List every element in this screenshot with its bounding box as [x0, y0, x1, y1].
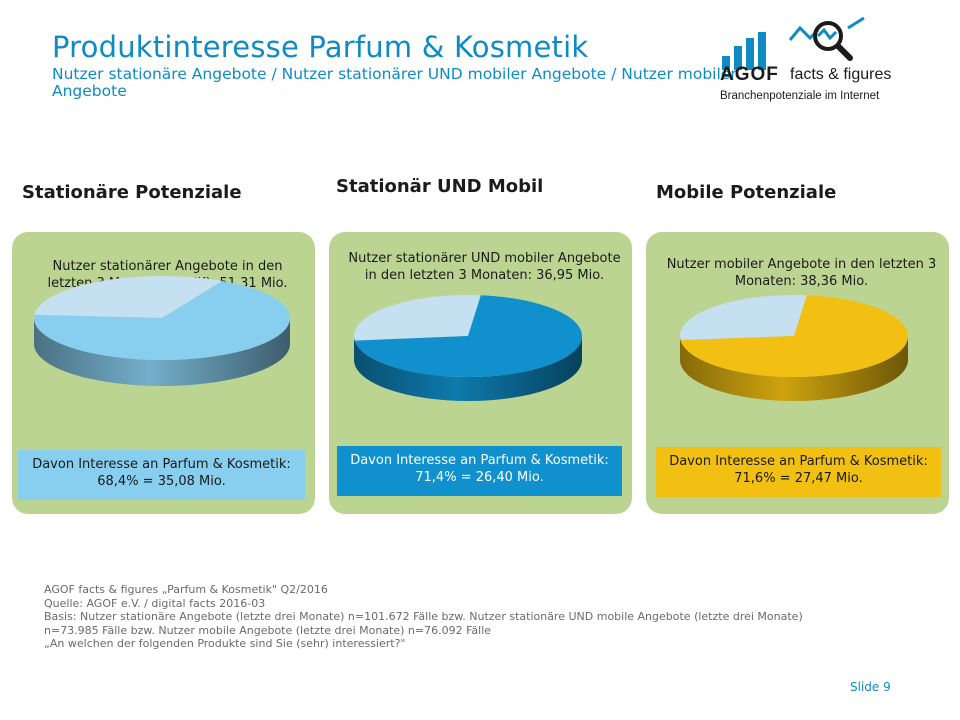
logo-tagline: facts & figures — [790, 66, 892, 83]
pie-3-side — [680, 336, 908, 401]
pie-1-side — [34, 318, 290, 386]
chart-3-description: Nutzer mobiler Angebote in den letzten 3… — [666, 257, 937, 289]
chart-1-heading: Stationäre Potenziale — [22, 182, 242, 203]
chart-2-callout-text: Davon Interesse an Parfum & Kosmetik: 71… — [350, 453, 609, 485]
page-title: Produktinteresse Parfum & Kosmetik — [52, 30, 589, 64]
chart-2-callout: Davon Interesse an Parfum & Kosmetik: 71… — [337, 446, 622, 496]
chart-3-callout: Davon Interesse an Parfum & Kosmetik: 71… — [656, 447, 941, 497]
chart-3-heading: Mobile Potenziale — [656, 182, 837, 203]
logo-subline: Branchenpotenziale im Internet — [720, 90, 880, 102]
logo-brand: AGOF — [720, 64, 779, 85]
agof-logo-graphic — [722, 16, 865, 70]
chart-1-callout: Davon Interesse an Parfum & Kosmetik: 68… — [18, 450, 305, 500]
pie-2-side — [354, 336, 582, 401]
pie-chart-2 — [354, 295, 582, 401]
pie-2-slice-rest — [354, 295, 481, 341]
pie-3-slice-interest — [680, 295, 908, 377]
chart-2-description: Nutzer stationärer UND mobiler Angebote … — [348, 251, 621, 283]
chart-panel-mobil: Nutzer mobiler Angebote in den letzten 3… — [646, 232, 949, 514]
pie-chart-3 — [680, 295, 908, 401]
pie-2-slice-interest — [354, 295, 582, 377]
chart-panel-stationaer-und-mobil: Nutzer stationärer UND mobiler Angebote … — [329, 232, 632, 514]
chart-3-callout-text: Davon Interesse an Parfum & Kosmetik: 71… — [669, 454, 928, 486]
slide-number: Slide 9 — [850, 680, 891, 694]
chart-2-heading: Stationär UND Mobil — [336, 176, 544, 197]
pie-1-slice-rest — [34, 276, 223, 318]
pie-1-slice-interest — [33, 280, 290, 360]
chart-panel-stationaer: Nutzer stationärer Angebote in den letzt… — [12, 232, 315, 514]
agof-logo: AGOF facts & figures Branchenpotenziale … — [718, 16, 918, 108]
pie-3-slice-rest — [680, 295, 807, 341]
source-footnote: AGOF facts & figures „Parfum & Kosmetik"… — [44, 583, 803, 650]
pie-chart-1 — [33, 276, 290, 386]
chart-1-callout-text: Davon Interesse an Parfum & Kosmetik: 68… — [32, 457, 291, 489]
page-subtitle: Nutzer stationäre Angebote / Nutzer stat… — [52, 65, 737, 100]
